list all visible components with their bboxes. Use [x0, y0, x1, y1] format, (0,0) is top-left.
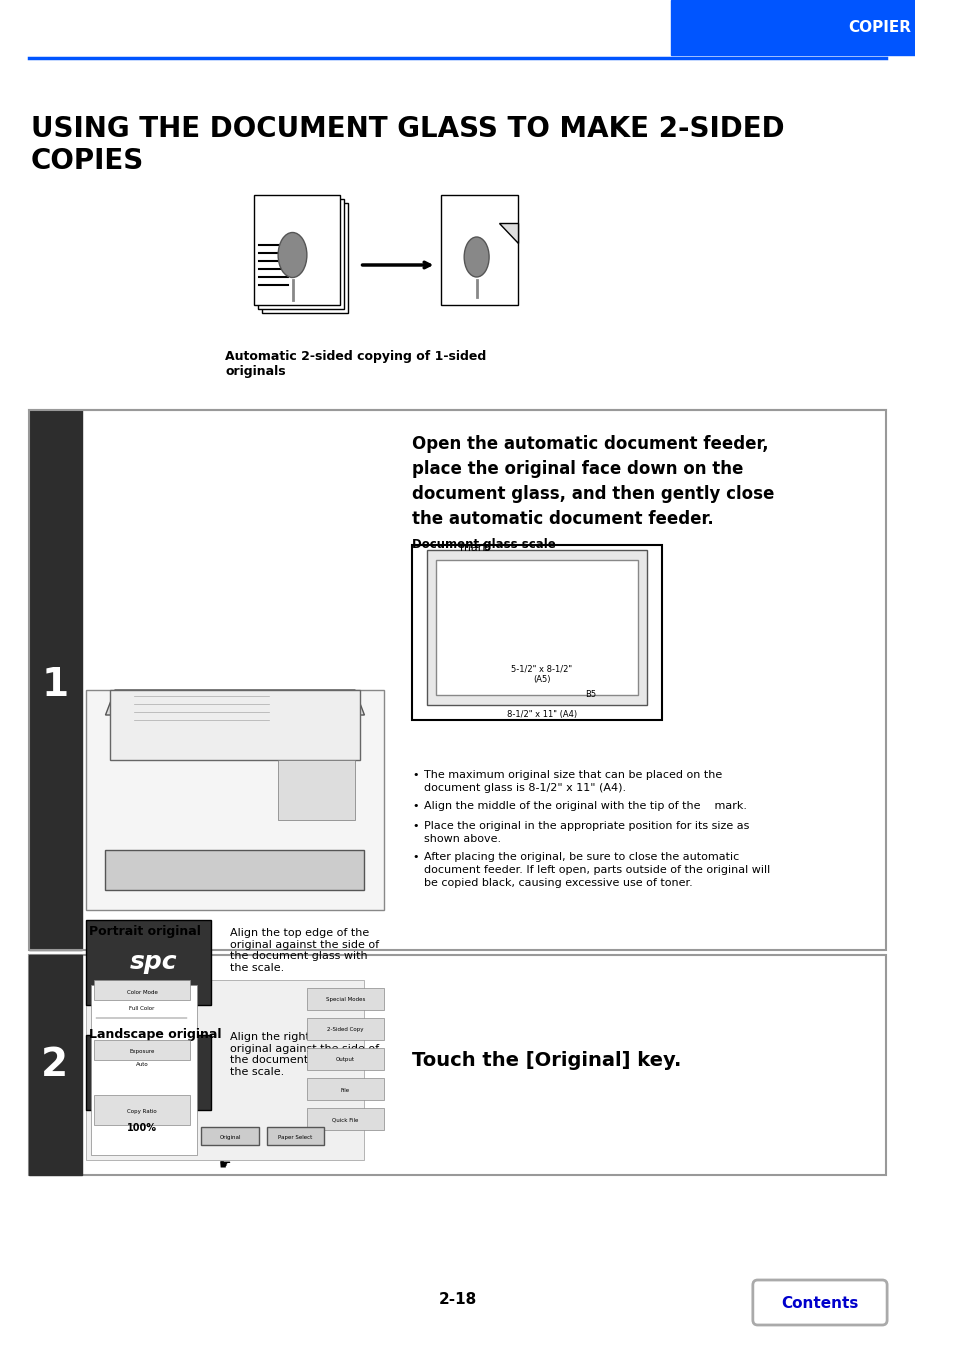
Bar: [94, 1040, 190, 1060]
Text: Align the right side of the
original against the side of
the document glass with: Align the right side of the original aga…: [230, 1031, 379, 1077]
Text: Landscape original: Landscape original: [89, 1027, 221, 1041]
Text: Align the top edge of the
original against the side of
the document glass with
t: Align the top edge of the original again…: [230, 927, 379, 973]
Text: Special Modes: Special Modes: [325, 998, 365, 1003]
Text: File: File: [340, 1088, 350, 1092]
Text: 2: 2: [41, 1046, 69, 1084]
Text: Portrait original: Portrait original: [89, 925, 201, 938]
Text: Align the middle of the original with the tip of the    mark.: Align the middle of the original with th…: [423, 801, 746, 811]
Text: Exposure: Exposure: [129, 1049, 154, 1054]
Text: 2-Sided Copy: 2-Sided Copy: [327, 1027, 363, 1033]
Text: Open the automatic document feeder,
place the original face down on the
document: Open the automatic document feeder, plac…: [412, 435, 774, 528]
Bar: [29, 954, 885, 1174]
Bar: [81, 410, 885, 950]
Text: Contents: Contents: [781, 1296, 858, 1311]
Bar: [86, 919, 211, 1004]
FancyBboxPatch shape: [752, 1280, 886, 1324]
Bar: [29, 410, 81, 950]
Text: 1: 1: [41, 666, 69, 703]
Bar: [106, 850, 364, 890]
Text: Copies: Copies: [458, 200, 500, 213]
Bar: [257, 198, 344, 309]
Text: B5: B5: [584, 690, 596, 699]
Polygon shape: [498, 223, 517, 243]
Bar: [278, 760, 355, 819]
Bar: [412, 545, 661, 720]
Ellipse shape: [464, 238, 489, 277]
Text: •: •: [412, 852, 418, 863]
Bar: [86, 980, 364, 1160]
Text: COPIER: COPIER: [847, 20, 910, 35]
Text: mark: mark: [460, 543, 489, 554]
Ellipse shape: [278, 232, 307, 278]
Text: Original: Original: [219, 1134, 241, 1139]
Text: Originals: Originals: [269, 200, 325, 213]
Text: spc: spc: [130, 950, 177, 973]
Bar: [94, 980, 190, 1000]
Text: ☛: ☛: [219, 1158, 232, 1172]
Text: Document glass scale: Document glass scale: [412, 539, 556, 551]
Text: 5-1/2" x 8-1/2"
(A5): 5-1/2" x 8-1/2" (A5): [511, 666, 572, 684]
Text: After placing the original, be sure to close the automatic
document feeder. If l: After placing the original, be sure to c…: [423, 852, 769, 888]
Text: Place the original in the appropriate position for its size as
shown above.: Place the original in the appropriate po…: [423, 821, 748, 844]
Bar: [29, 954, 81, 1174]
Bar: [266, 1127, 324, 1145]
Text: 8-1/2" x 11" (A4): 8-1/2" x 11" (A4): [506, 710, 577, 720]
Bar: [307, 1108, 383, 1130]
Text: Color Mode: Color Mode: [127, 990, 157, 995]
Bar: [440, 194, 517, 305]
Bar: [307, 1079, 383, 1100]
Bar: [426, 549, 647, 705]
Text: Quick File: Quick File: [332, 1118, 358, 1122]
Bar: [91, 986, 196, 1156]
Bar: [86, 1035, 211, 1110]
Text: spc: spc: [133, 1062, 173, 1081]
Text: USING THE DOCUMENT GLASS TO MAKE 2-SIDED
COPIES: USING THE DOCUMENT GLASS TO MAKE 2-SIDED…: [30, 115, 783, 176]
Text: •: •: [412, 801, 418, 811]
Text: Full Color: Full Color: [129, 1006, 154, 1011]
Text: Output: Output: [335, 1057, 355, 1062]
Text: Copy Ratio: Copy Ratio: [127, 1110, 156, 1115]
Polygon shape: [106, 690, 364, 716]
Bar: [111, 690, 359, 760]
Text: Auto: Auto: [135, 1062, 148, 1068]
Text: 100%: 100%: [127, 1123, 157, 1133]
Bar: [436, 560, 638, 695]
Text: 2-18: 2-18: [437, 1292, 476, 1308]
Bar: [253, 194, 340, 305]
Text: Touch the [Original] key.: Touch the [Original] key.: [412, 1050, 681, 1069]
Bar: [307, 988, 383, 1010]
Bar: [671, 0, 914, 55]
Bar: [307, 1048, 383, 1071]
Bar: [307, 1018, 383, 1040]
Text: The maximum original size that can be placed on the
document glass is 8-1/2" x 1: The maximum original size that can be pl…: [423, 769, 721, 794]
Text: Automatic 2-sided copying of 1-sided
originals: Automatic 2-sided copying of 1-sided ori…: [225, 350, 486, 378]
Text: •: •: [412, 769, 418, 780]
Text: •: •: [412, 821, 418, 832]
Bar: [86, 690, 383, 910]
Text: Paper Select: Paper Select: [278, 1134, 313, 1139]
Bar: [261, 202, 348, 313]
Bar: [29, 410, 885, 950]
Bar: [201, 1127, 258, 1145]
Bar: [94, 1095, 190, 1125]
